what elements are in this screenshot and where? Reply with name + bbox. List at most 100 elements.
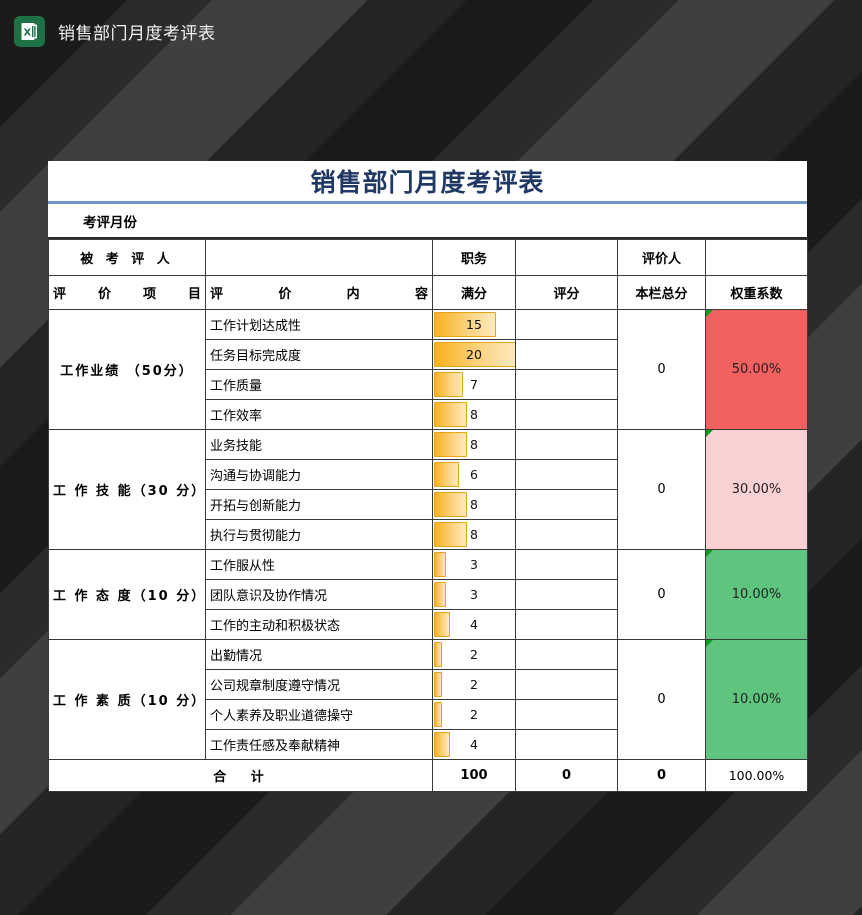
evaluation-month-row[interactable]: 考评月份: [48, 204, 807, 239]
databar-fill: [434, 432, 467, 457]
evaluator-value-input[interactable]: [705, 239, 808, 276]
table-row: 工 作 态 度（10 分） 工作服从性 3 0 10.00%: [48, 549, 808, 640]
databar-fill: [434, 582, 447, 607]
databar-fill: [434, 732, 451, 757]
full-score-value: 4: [470, 737, 478, 752]
table-row: 沟通与协调能力 6: [49, 459, 808, 490]
table-row: 工作的主动和积极状态 4: [49, 609, 808, 640]
full-score-databar-cell: 3: [432, 579, 516, 610]
cell-comment-flag-icon: [706, 550, 713, 557]
section-weight-0: 50.00%: [705, 309, 808, 430]
full-score-databar-cell: 6: [432, 459, 516, 490]
criterion-label: 任务目标完成度: [205, 339, 433, 370]
full-score-databar-cell: 2: [432, 669, 516, 700]
score-input-cell[interactable]: [515, 609, 618, 640]
databar-fill: [434, 672, 443, 697]
full-score-databar-cell: 7: [432, 369, 516, 400]
criterion-label: 工作服从性: [205, 549, 433, 580]
full-score-databar-cell: 8: [432, 399, 516, 430]
full-score-value: 6: [470, 467, 478, 482]
evaluator-label: 评价人: [617, 239, 706, 276]
section-weight-3: 10.00%: [705, 639, 808, 760]
full-score-databar-cell: 15: [432, 309, 516, 340]
app-header: X 销售部门月度考评表: [0, 0, 862, 62]
app-title: 销售部门月度考评表: [58, 23, 216, 44]
score-input-cell[interactable]: [515, 519, 618, 550]
full-score-databar-cell: 2: [432, 639, 516, 670]
full-score-value: 4: [470, 617, 478, 632]
total-full-score: 100: [432, 759, 516, 792]
score-input-cell[interactable]: [515, 699, 618, 730]
score-input-cell[interactable]: [515, 369, 618, 400]
databar-fill: [434, 312, 496, 337]
column-header-score: 评分: [515, 275, 618, 310]
total-weight: 100.00%: [705, 759, 808, 792]
databar-fill: [434, 342, 515, 367]
section-subtotal-2: 0: [617, 549, 706, 640]
criterion-label: 工作计划达成性: [205, 309, 433, 340]
table-row: 工 作 技 能（30 分） 业务技能 8 0 30.00%: [48, 429, 808, 550]
total-score: 0: [515, 759, 618, 792]
score-input-cell[interactable]: [515, 639, 618, 670]
databar-fill: [434, 702, 443, 727]
databar-fill: [434, 612, 451, 637]
full-score-value: 20: [466, 347, 482, 362]
full-score-databar-cell: 2: [432, 699, 516, 730]
position-label: 职务: [432, 239, 516, 276]
evaluation-month-label: 考评月份: [83, 214, 137, 231]
table-row: 工 作 素 质（10 分） 出勤情况 2 0 10.00%: [48, 639, 808, 760]
cell-comment-flag-icon: [706, 310, 713, 317]
full-score-value: 3: [470, 587, 478, 602]
full-score-value: 2: [470, 647, 478, 662]
section-subtotal-1: 0: [617, 429, 706, 550]
table-row: 任务目标完成度 20: [49, 339, 808, 370]
databar-fill: [434, 462, 459, 487]
person-value-input[interactable]: [205, 239, 433, 276]
score-input-cell[interactable]: [515, 729, 618, 760]
full-score-value: 3: [470, 557, 478, 572]
databar-fill: [434, 642, 443, 667]
full-score-databar-cell: 8: [432, 489, 516, 520]
evaluation-table: 被 考 评 人 职务 评价人评 价 项 目评 价 内 容满分 评分 本栏总分 权重系数 工作…: [48, 239, 808, 792]
criterion-label: 沟通与协调能力: [205, 459, 433, 490]
criterion-label: 公司规章制度遵守情况: [205, 669, 433, 700]
score-input-cell[interactable]: [515, 489, 618, 520]
column-header-weight: 权重系数: [705, 275, 808, 310]
full-score-value: 8: [470, 497, 478, 512]
table-row: 开拓与创新能力 8: [49, 489, 808, 520]
score-input-cell[interactable]: [515, 399, 618, 430]
total-row: 合 计 100 0 0 100.00%: [48, 759, 808, 792]
full-score-databar-cell: 20: [432, 339, 516, 370]
score-input-cell[interactable]: [515, 579, 618, 610]
score-input-cell[interactable]: [515, 549, 618, 580]
svg-text:X: X: [23, 27, 31, 38]
person-info-row: 被 考 评 人 职务 评价人: [48, 239, 808, 276]
score-input-cell[interactable]: [515, 309, 618, 340]
document-title-row: 销售部门月度考评表: [48, 161, 807, 204]
position-value-input[interactable]: [515, 239, 618, 276]
full-score-value: 7: [470, 377, 478, 392]
category-label-3: 工 作 素 质（10 分）: [48, 639, 206, 760]
spreadsheet-sheet: 销售部门月度考评表 考评月份 被 考 评 人 职务 评价人评 价 项 目评 价 内 …: [48, 161, 808, 792]
section-weight-1: 30.00%: [705, 429, 808, 550]
full-score-databar-cell: 4: [432, 609, 516, 640]
full-score-databar-cell: 3: [432, 549, 516, 580]
score-input-cell[interactable]: [515, 339, 618, 370]
column-header-content: 评 价 内 容: [205, 275, 433, 310]
excel-file-icon: X: [14, 15, 45, 47]
full-score-value: 8: [470, 527, 478, 542]
table-row: 个人素养及职业道德操守 2: [49, 699, 808, 730]
score-input-cell[interactable]: [515, 459, 618, 490]
full-score-databar-cell: 4: [432, 729, 516, 760]
score-input-cell[interactable]: [515, 429, 618, 460]
databar-fill: [434, 522, 467, 547]
criterion-label: 业务技能: [205, 429, 433, 460]
section-weight-2: 10.00%: [705, 549, 808, 640]
criterion-label: 出勤情况: [205, 639, 433, 670]
databar-fill: [434, 372, 463, 397]
full-score-value: 15: [466, 317, 482, 332]
page-title: 销售部门月度考评表: [310, 168, 545, 197]
column-header-row: 评 价 项 目评 价 内 容满分 评分 本栏总分 权重系数: [48, 275, 808, 310]
criterion-label: 开拓与创新能力: [205, 489, 433, 520]
score-input-cell[interactable]: [515, 669, 618, 700]
